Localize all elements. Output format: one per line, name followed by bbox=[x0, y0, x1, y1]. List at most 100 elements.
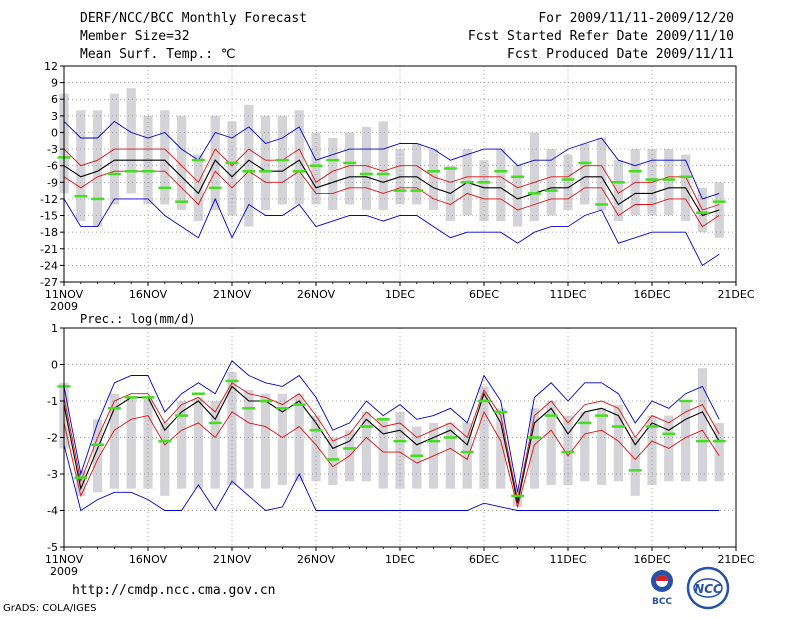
spread-box bbox=[176, 401, 187, 489]
x-tick-label: 6DEC bbox=[469, 288, 499, 301]
spread-box bbox=[714, 422, 724, 482]
spread-box bbox=[294, 110, 304, 205]
max-line bbox=[63, 120, 720, 200]
y-tick-label: -15 bbox=[40, 210, 58, 223]
x-tick-label: 6DEC bbox=[469, 553, 499, 566]
spread-box bbox=[311, 132, 321, 205]
y-tick-label: 0 bbox=[51, 359, 58, 372]
spread-box bbox=[563, 415, 573, 485]
x-tick-label: 16NOV bbox=[129, 288, 168, 301]
mean-line bbox=[63, 385, 720, 504]
spread-box bbox=[697, 368, 708, 482]
x-tick-label: 26NOV bbox=[297, 553, 336, 566]
spread-box bbox=[596, 408, 607, 485]
variable-label: Mean Surf. Temp.: ℃ bbox=[80, 47, 236, 62]
spread-box bbox=[378, 121, 388, 210]
spread-box bbox=[428, 149, 439, 210]
chart-title: DERF/NCC/BCC Monthly Forecast bbox=[80, 11, 307, 26]
spread-box bbox=[76, 470, 86, 496]
y-tick-label: -12 bbox=[40, 193, 58, 206]
spread-box bbox=[613, 160, 624, 222]
min-line bbox=[63, 444, 720, 512]
y-tick-label: -27 bbox=[40, 276, 58, 289]
spread-box bbox=[496, 408, 506, 489]
y-tick-label: -3 bbox=[47, 468, 58, 481]
x-tick-label: 11DEC bbox=[549, 288, 586, 301]
x-tick-label: 21NOV bbox=[213, 288, 252, 301]
x-tick-label: 11DEC bbox=[549, 553, 586, 566]
bcc-logo-text: BCC bbox=[652, 597, 672, 606]
x-tick-label: 1DEC bbox=[385, 288, 415, 301]
x-tick-label: 11NOV bbox=[45, 553, 84, 566]
y-tick-label: 9 bbox=[51, 77, 58, 90]
spread-box bbox=[294, 393, 304, 482]
spread-box bbox=[680, 401, 691, 482]
spread-box bbox=[361, 126, 372, 210]
y-tick-label: -18 bbox=[40, 226, 58, 239]
ncc-logo: NCC bbox=[684, 566, 732, 610]
spread-box bbox=[92, 110, 103, 227]
website-url[interactable]: http://cmdp.ncc.cma.gov.cn bbox=[72, 583, 276, 598]
spread-box bbox=[160, 422, 170, 496]
spread-box bbox=[546, 401, 556, 485]
mean-line bbox=[63, 159, 720, 217]
spread-box bbox=[160, 110, 170, 205]
x-tick-label: 26NOV bbox=[297, 288, 336, 301]
spread_lower-line bbox=[63, 410, 720, 509]
spread-box bbox=[630, 437, 640, 496]
x-tick-label: 21NOV bbox=[213, 553, 252, 566]
spread-box bbox=[210, 401, 220, 489]
y-tick-label: -5 bbox=[47, 541, 58, 554]
spread-box bbox=[445, 422, 456, 489]
forecast-produced-date: Fcst Produced Date 2009/11/11 bbox=[507, 47, 734, 62]
y-tick-label: -2 bbox=[47, 432, 58, 445]
x-tick-label: 21DEC bbox=[717, 553, 754, 566]
x-tick-label: 21DEC bbox=[717, 288, 754, 301]
spread-box bbox=[244, 390, 254, 489]
y-tick-label: 6 bbox=[51, 93, 58, 106]
y-tick-label: -6 bbox=[47, 160, 58, 173]
spread-box bbox=[529, 408, 540, 489]
y-tick-label: 1 bbox=[51, 322, 58, 335]
spread-box bbox=[496, 149, 506, 222]
spread-box bbox=[227, 121, 237, 216]
spread-box bbox=[143, 397, 153, 489]
x-tick-label: 16DEC bbox=[633, 288, 670, 301]
spread-box bbox=[328, 437, 338, 485]
spread_upper-line bbox=[63, 148, 720, 211]
spread-box bbox=[126, 88, 136, 194]
spread_lower-line bbox=[63, 170, 720, 228]
y-tick-label: 3 bbox=[51, 110, 58, 123]
max-line bbox=[63, 360, 720, 493]
y-tick-label: 0 bbox=[51, 126, 58, 139]
min-line bbox=[63, 197, 720, 267]
x-year-label: 2009 bbox=[50, 565, 78, 578]
spread-box bbox=[344, 132, 355, 205]
x-year-label: 2009 bbox=[50, 300, 78, 313]
spread-box bbox=[126, 397, 136, 489]
spread-box bbox=[395, 411, 405, 489]
spread-box bbox=[109, 393, 120, 489]
spread-box bbox=[277, 393, 288, 485]
x-tick-label: 16NOV bbox=[129, 553, 168, 566]
ncc-logo-text: NCC bbox=[694, 582, 722, 596]
spread-box bbox=[328, 138, 338, 210]
spread-box bbox=[613, 404, 624, 482]
precip-axis-title: Prec.: log(mm/d) bbox=[80, 312, 196, 326]
spread-box bbox=[412, 426, 422, 489]
forecast-started-date: Fcst Started Refer Date 2009/11/10 bbox=[467, 29, 734, 44]
spread-box bbox=[580, 143, 590, 205]
x-tick-label: 16DEC bbox=[633, 553, 670, 566]
spread-box bbox=[462, 422, 472, 489]
x-tick-label: 1DEC bbox=[385, 553, 415, 566]
spread-box bbox=[546, 149, 556, 216]
spread_upper-line bbox=[63, 382, 720, 500]
spread-box bbox=[193, 154, 204, 222]
y-tick-label: -24 bbox=[40, 259, 58, 272]
spread-box bbox=[193, 397, 204, 489]
spread-box bbox=[361, 411, 372, 482]
spread-box bbox=[529, 132, 540, 222]
